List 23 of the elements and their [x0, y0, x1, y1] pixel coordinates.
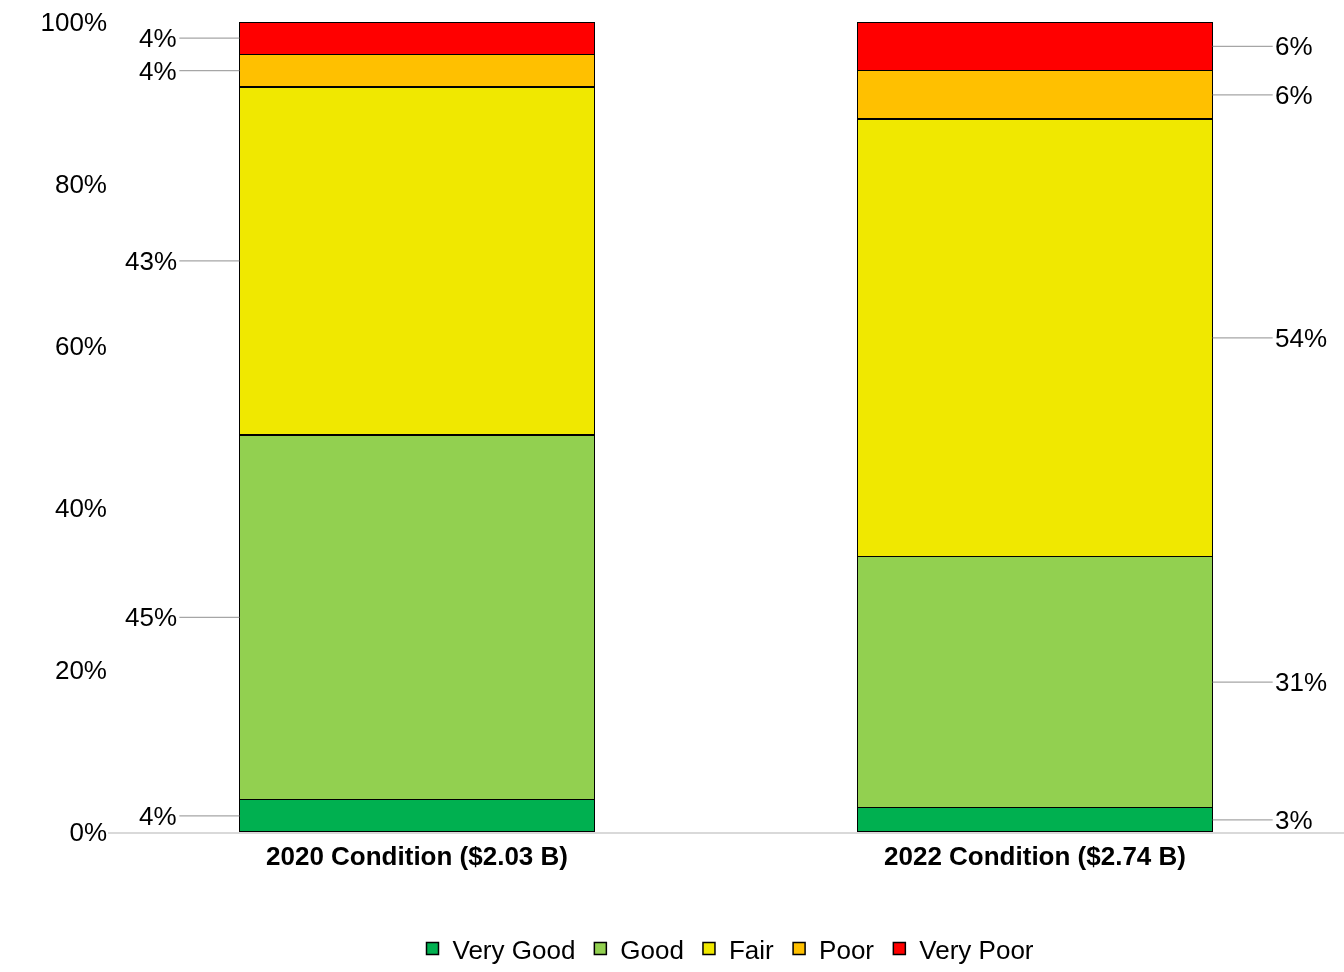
data-label: 6% [1275, 31, 1313, 61]
data-label: 6% [1275, 80, 1313, 110]
legend-label: Fair [728, 934, 775, 965]
y-tick-label: 20% [54, 655, 107, 686]
x-tick-label: 2022 Condition ($2.74 B) [884, 841, 1186, 872]
legend-label: Very Good [452, 934, 576, 965]
data-label: 54% [1275, 323, 1328, 353]
data-label: 4% [139, 23, 177, 53]
y-tick-label: 60% [54, 331, 107, 362]
data-label: 31% [1275, 667, 1328, 697]
data-label: 45% [125, 602, 178, 632]
legend-label: Poor [819, 934, 875, 965]
legend-label: Very Poor [919, 934, 1034, 965]
y-tick-label: 0% [69, 817, 107, 848]
data-label: 3% [1275, 805, 1313, 835]
x-tick-label: 2020 Condition ($2.03 B) [266, 841, 568, 872]
y-tick-label: 40% [54, 493, 107, 524]
y-tick-label: 100% [40, 7, 107, 38]
data-label: 4% [139, 56, 177, 86]
data-label: 4% [139, 801, 177, 831]
legend-label: Good [620, 934, 684, 965]
data-label: 43% [125, 246, 178, 276]
y-tick-label: 80% [54, 169, 107, 200]
